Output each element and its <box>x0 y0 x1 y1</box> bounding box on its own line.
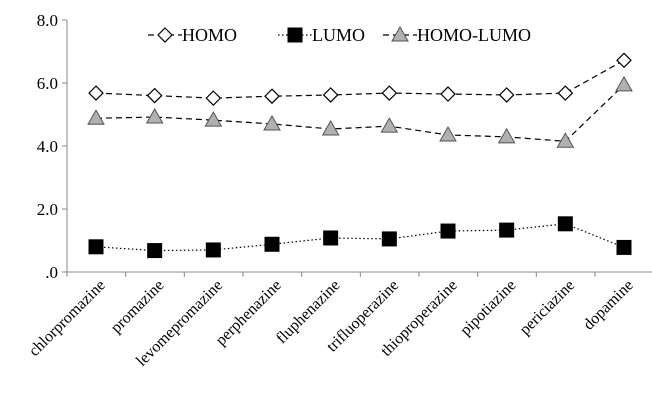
data-point-homo-lumo-levomepromazine <box>204 111 223 127</box>
data-point-homo-lumo-dopamine <box>615 75 633 92</box>
legend-item-homo: HOMO <box>148 25 237 45</box>
data-point-lumo-perphenazine <box>264 236 280 252</box>
data-point-homo-chlorpromazine <box>88 85 104 101</box>
data-point-homo-lumo-periciazine <box>556 132 575 148</box>
data-point-homo-lumo-fluphenazine <box>321 119 340 136</box>
data-point-homo-lumo-trifluoperazine <box>380 117 399 133</box>
data-point-homo-lumo-promazine <box>145 108 164 124</box>
series-lumo <box>88 216 632 259</box>
legend-label: HOMO <box>182 25 237 45</box>
y-tick-label: .0 <box>45 263 58 282</box>
x-axis-ticks: chlorpromazinepromazinelevomepromazinepe… <box>26 272 637 370</box>
y-axis-ticks: .0 2.0 4.0 6.0 8.0 <box>37 11 67 282</box>
series-layer <box>87 52 633 259</box>
y-tick-label: 2.0 <box>37 200 58 219</box>
data-point-lumo-trifluoperazine <box>381 231 397 247</box>
series-homo-lumo <box>87 75 633 148</box>
x-tick-label-periciazine: periciazine <box>517 277 579 339</box>
data-point-homo-lumo-pipotiazine <box>497 127 516 144</box>
x-tick-label-promazine: promazine <box>108 277 168 337</box>
y-tick-label: 4.0 <box>37 137 58 156</box>
legend-marker <box>391 25 409 42</box>
data-point-lumo-thioproperazine <box>440 223 456 239</box>
legend-marker <box>157 27 173 43</box>
data-point-homo-levomepromazine <box>205 90 222 106</box>
data-point-lumo-promazine <box>147 243 163 259</box>
x-tick-label-pipotiazine: pipotiazine <box>457 277 519 339</box>
data-point-homo-lumo-chlorpromazine <box>87 109 105 125</box>
y-tick-label: 6.0 <box>37 74 58 93</box>
data-point-homo-fluphenazine <box>322 87 339 103</box>
series-homo <box>88 52 632 106</box>
data-point-homo-thioproperazine <box>440 86 456 102</box>
data-point-homo-promazine <box>146 87 163 104</box>
x-tick-label-chlorpromazine: chlorpromazine <box>26 277 109 360</box>
data-point-homo-periciazine <box>557 85 574 101</box>
data-point-lumo-pipotiazine <box>499 222 515 238</box>
data-point-lumo-fluphenazine <box>323 230 339 246</box>
data-point-lumo-dopamine <box>616 239 632 255</box>
data-point-lumo-periciazine <box>557 216 573 232</box>
data-point-lumo-chlorpromazine <box>88 239 104 255</box>
data-point-homo-pipotiazine <box>498 87 515 103</box>
data-point-homo-lumo-thioproperazine <box>439 125 457 142</box>
series-line-homo-lumo <box>95 84 625 142</box>
series-line-lumo <box>95 223 625 252</box>
data-point-homo-trifluoperazine <box>381 85 398 101</box>
data-point-homo-perphenazine <box>264 88 280 105</box>
legend-marker <box>287 27 303 43</box>
y-tick-label: 8.0 <box>37 11 58 30</box>
data-point-homo-lumo-perphenazine <box>263 114 281 131</box>
series-line-homo <box>95 59 625 99</box>
legend-item-homo-lumo: HOMO-LUMO <box>383 25 531 45</box>
data-point-homo-dopamine <box>616 52 632 69</box>
x-tick-label-dopamine: dopamine <box>580 277 637 334</box>
legend-label: HOMO-LUMO <box>417 25 531 45</box>
legend-item-lumo: LUMO <box>278 25 365 45</box>
legend: HOMO LUMO HOMO-LUMO <box>148 25 531 45</box>
legend-label: LUMO <box>312 25 365 45</box>
data-point-lumo-levomepromazine <box>205 242 221 258</box>
